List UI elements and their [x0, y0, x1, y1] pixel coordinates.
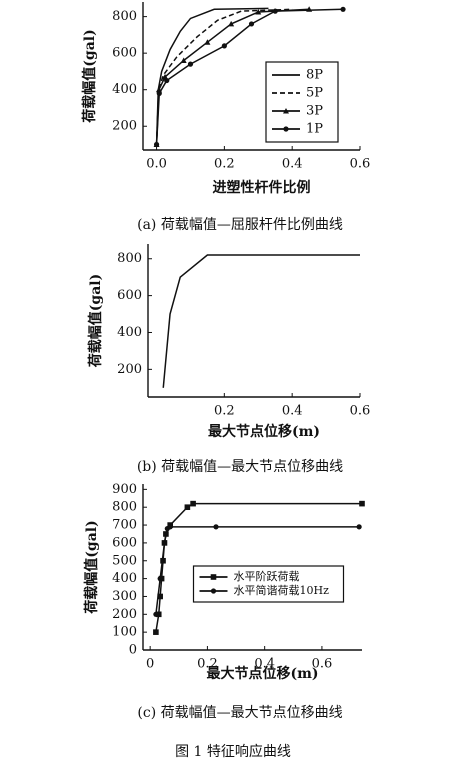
marker	[155, 611, 162, 618]
marker	[153, 141, 160, 148]
legend-label: 8P	[306, 68, 323, 83]
marker	[187, 61, 194, 67]
legend-marker	[210, 588, 217, 594]
marker	[255, 9, 262, 15]
marker	[153, 611, 159, 617]
marker	[184, 504, 191, 511]
legend-label: 水平简谐荷载10Hz	[234, 583, 330, 597]
x-axis-label: 最大节点位移(m)	[208, 423, 320, 440]
y-tick-label: 600	[112, 46, 137, 61]
chart-caption: (a) 荷载幅值—屈服杆件比例曲线	[137, 217, 343, 233]
chart-caption: (c) 荷载幅值—最大节点位移曲线	[137, 705, 342, 721]
y-tick-label: 800	[112, 500, 137, 515]
marker	[356, 524, 362, 530]
y-tick-label: 600	[112, 535, 137, 550]
marker	[190, 500, 196, 507]
legend-box	[192, 565, 345, 603]
marker	[228, 20, 235, 27]
marker	[167, 524, 173, 530]
marker	[213, 524, 219, 530]
y-tick-label: 300	[112, 589, 137, 604]
y-tick-label: 800	[112, 9, 137, 24]
y-tick-label: 400	[117, 325, 142, 340]
marker	[221, 43, 227, 49]
y-axis-label: 荷载幅值(gal)	[83, 520, 100, 614]
x-tick-label: 0.6	[350, 404, 371, 419]
y-tick-label: 600	[117, 288, 142, 303]
x-axis-label: 最大节点位移(m)	[206, 665, 318, 682]
y-tick-label: 400	[112, 571, 137, 586]
legend-label: 1P	[306, 122, 323, 137]
series-line	[162, 254, 360, 388]
legend-box	[265, 61, 339, 143]
y-tick-label: 500	[112, 553, 137, 568]
legend-marker	[283, 126, 289, 132]
legend-marker	[210, 574, 217, 580]
y-tick-label: 100	[112, 625, 137, 640]
marker	[153, 629, 159, 635]
marker	[161, 540, 168, 546]
series-line	[155, 8, 310, 145]
marker	[157, 576, 163, 582]
x-tick-label: 0.0	[146, 157, 167, 172]
y-tick-label: 200	[112, 607, 137, 622]
x-tick-label: 0.4	[282, 404, 303, 419]
y-tick-label: 800	[117, 251, 142, 266]
x-tick-label: 0.4	[254, 657, 275, 672]
y-tick-label: 900	[112, 482, 137, 497]
x-tick-label: 0.2	[197, 657, 218, 672]
legend-label: 水平阶跃荷载	[234, 569, 300, 583]
marker	[359, 500, 365, 507]
y-axis-label: 荷载幅值(gal)	[87, 274, 104, 368]
x-tick-label: 0.6	[350, 157, 371, 172]
x-axis-label: 进塑性杆件比例	[213, 179, 311, 196]
legend-label: 3P	[306, 104, 323, 119]
chart-caption: (b) 荷载幅值—最大节点位移曲线	[137, 459, 343, 475]
x-tick-label: 0.2	[214, 404, 235, 419]
marker	[164, 77, 170, 84]
marker	[272, 8, 278, 14]
y-tick-label: 0	[129, 643, 137, 658]
marker	[340, 6, 346, 12]
marker	[204, 39, 211, 45]
figure-caption: 图 1 特征响应曲线	[175, 743, 291, 760]
x-tick-label: 0.2	[214, 157, 235, 172]
marker	[248, 21, 255, 27]
y-tick-label: 200	[112, 119, 137, 134]
y-tick-label: 400	[112, 82, 137, 97]
x-tick-label: 0.6	[312, 657, 333, 672]
y-tick-label: 700	[112, 518, 137, 533]
y-axis-label: 荷载幅值(gal)	[81, 29, 98, 123]
x-tick-label: 0.4	[282, 157, 303, 172]
marker	[157, 593, 163, 600]
marker	[156, 90, 162, 96]
marker	[180, 57, 187, 63]
legend-label: 5P	[306, 86, 323, 101]
x-tick-label: 0	[146, 657, 154, 672]
y-tick-label: 200	[117, 362, 142, 377]
legend-marker	[283, 108, 289, 114]
